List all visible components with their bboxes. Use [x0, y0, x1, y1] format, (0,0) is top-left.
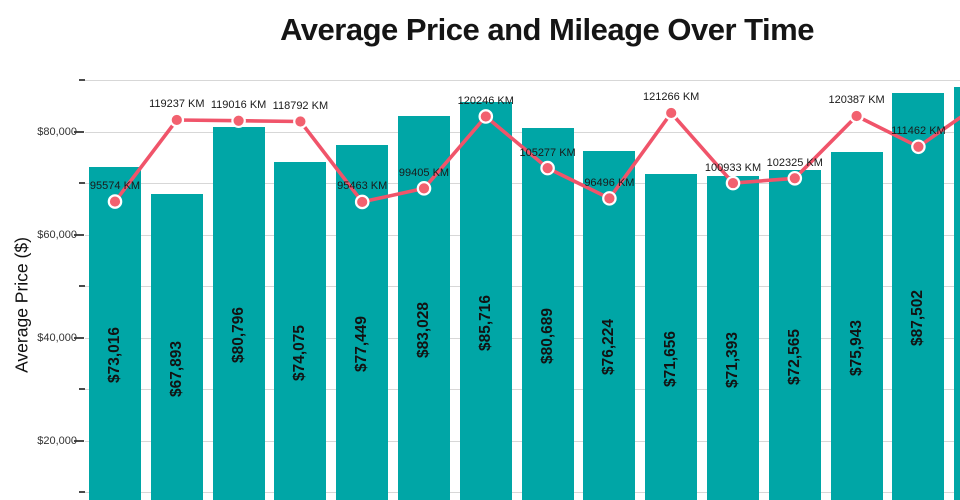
- chart-title: Average Price and Mileage Over Time: [280, 12, 814, 47]
- y-minor-tick: [79, 79, 85, 81]
- price-bar: [583, 150, 636, 500]
- price-bar: [274, 162, 327, 500]
- mileage-label: 99405 KM: [398, 166, 450, 179]
- mileage-label: 119237 KM: [149, 98, 205, 111]
- price-bar: [398, 115, 450, 500]
- price-bar: [521, 127, 574, 500]
- price-bar: [830, 152, 883, 500]
- price-bar: [768, 169, 821, 500]
- price-bar: [212, 127, 265, 500]
- y-minor-tick: [79, 388, 85, 390]
- y-minor-tick: [79, 491, 85, 493]
- y-major-tick: [74, 130, 84, 133]
- mileage-point: [107, 194, 123, 209]
- price-bar: [459, 102, 512, 500]
- mileage-point: [725, 175, 741, 191]
- y-major-tick: [74, 439, 84, 442]
- y-tick-label: $60,000: [37, 228, 77, 241]
- y-major-tick: [74, 336, 84, 339]
- mileage-point: [911, 139, 926, 155]
- y-minor-tick: [79, 182, 85, 184]
- mileage-label: 120387 KM: [828, 94, 885, 107]
- price-bar: [954, 87, 960, 500]
- gridline: [85, 80, 960, 81]
- price-bar: [150, 193, 203, 500]
- mileage-label: 95574 KM: [89, 180, 141, 193]
- mileage-point: [663, 105, 679, 121]
- mileage-label: 120246 KM: [457, 94, 514, 107]
- mileage-label: 102325 KM: [766, 156, 823, 169]
- mileage-label: 105277 KM: [519, 146, 576, 159]
- y-minor-tick: [79, 285, 85, 287]
- mileage-point: [293, 114, 308, 129]
- mileage-point: [787, 170, 803, 186]
- mileage-label: 118792 KM: [272, 99, 329, 112]
- y-tick-label: $80,000: [37, 125, 77, 138]
- mileage-point: [602, 191, 617, 206]
- mileage-point: [231, 113, 246, 129]
- price-bar: [89, 167, 141, 500]
- mileage-point: [849, 108, 864, 124]
- mileage-point: [354, 194, 370, 210]
- price-bar: [645, 174, 698, 500]
- y-major-tick: [74, 233, 84, 236]
- price-bar: [892, 92, 945, 500]
- price-bar: [707, 175, 759, 500]
- mileage-point: [478, 109, 494, 124]
- mileage-label: 95463 KM: [337, 180, 388, 193]
- mileage-point: [416, 181, 432, 196]
- mileage-label: 119016 KM: [210, 99, 267, 112]
- y-tick-label: $40,000: [37, 331, 77, 344]
- mileage-label: 100933 KM: [704, 161, 762, 174]
- mileage-point: [540, 160, 555, 176]
- mileage-label: 111462 KM: [891, 125, 946, 138]
- mileage-label: 121266 KM: [643, 91, 700, 104]
- mileage-point: [169, 112, 185, 128]
- mileage-label: 96496 KM: [584, 176, 635, 189]
- y-tick-label: $20,000: [37, 434, 77, 447]
